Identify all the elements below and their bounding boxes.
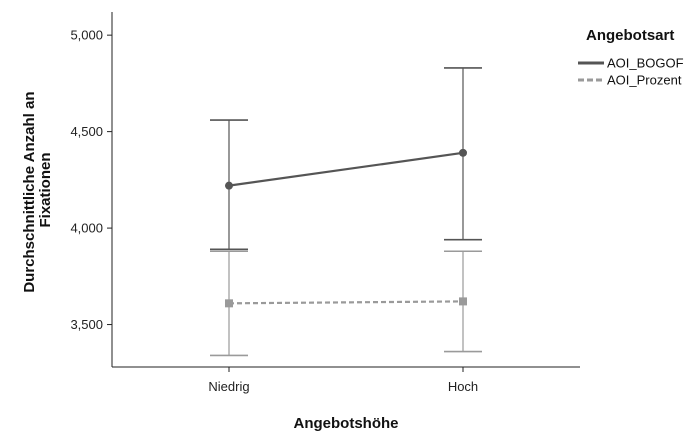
series-layer	[210, 67, 482, 357]
data-point	[225, 299, 233, 308]
series-line	[228, 300, 464, 305]
x-axis-title: Angebotshöhe	[294, 415, 399, 432]
y-axis-title: Durchschnittliche Anzahl an Fixationen	[21, 87, 54, 292]
y-axis-title-line-1: Durchschnittliche Anzahl an	[21, 92, 38, 293]
y-ticks: 3,500 4,000 4,500 5,000	[70, 28, 112, 332]
plot-area: 3,500 4,000 4,500 5,000 Niedrig Hoch	[70, 12, 580, 394]
series-line	[228, 151, 464, 187]
x-tick-label: Hoch	[448, 379, 478, 394]
legend-label: AOI_BOGOF	[607, 56, 684, 71]
legend-label: AOI_Prozent	[607, 73, 682, 88]
y-tick-label: 4,000	[70, 221, 103, 236]
data-point	[225, 181, 233, 190]
legend-title: Angebotsart	[586, 27, 674, 44]
y-tick-label: 5,000	[70, 28, 103, 43]
y-tick-label: 4,500	[70, 124, 103, 139]
y-axis-title-line-2: Fixationen	[37, 152, 54, 227]
y-tick-label: 3,500	[70, 317, 103, 332]
series-aoi-bogof	[210, 67, 482, 251]
x-tick-label: Niedrig	[208, 379, 249, 394]
series-aoi-prozent	[210, 250, 482, 357]
data-point	[459, 148, 467, 157]
legend: Angebotsart AOI_BOGOF AOI_Prozent	[578, 27, 684, 88]
x-ticks: Niedrig Hoch	[208, 367, 478, 394]
data-point	[459, 297, 467, 306]
